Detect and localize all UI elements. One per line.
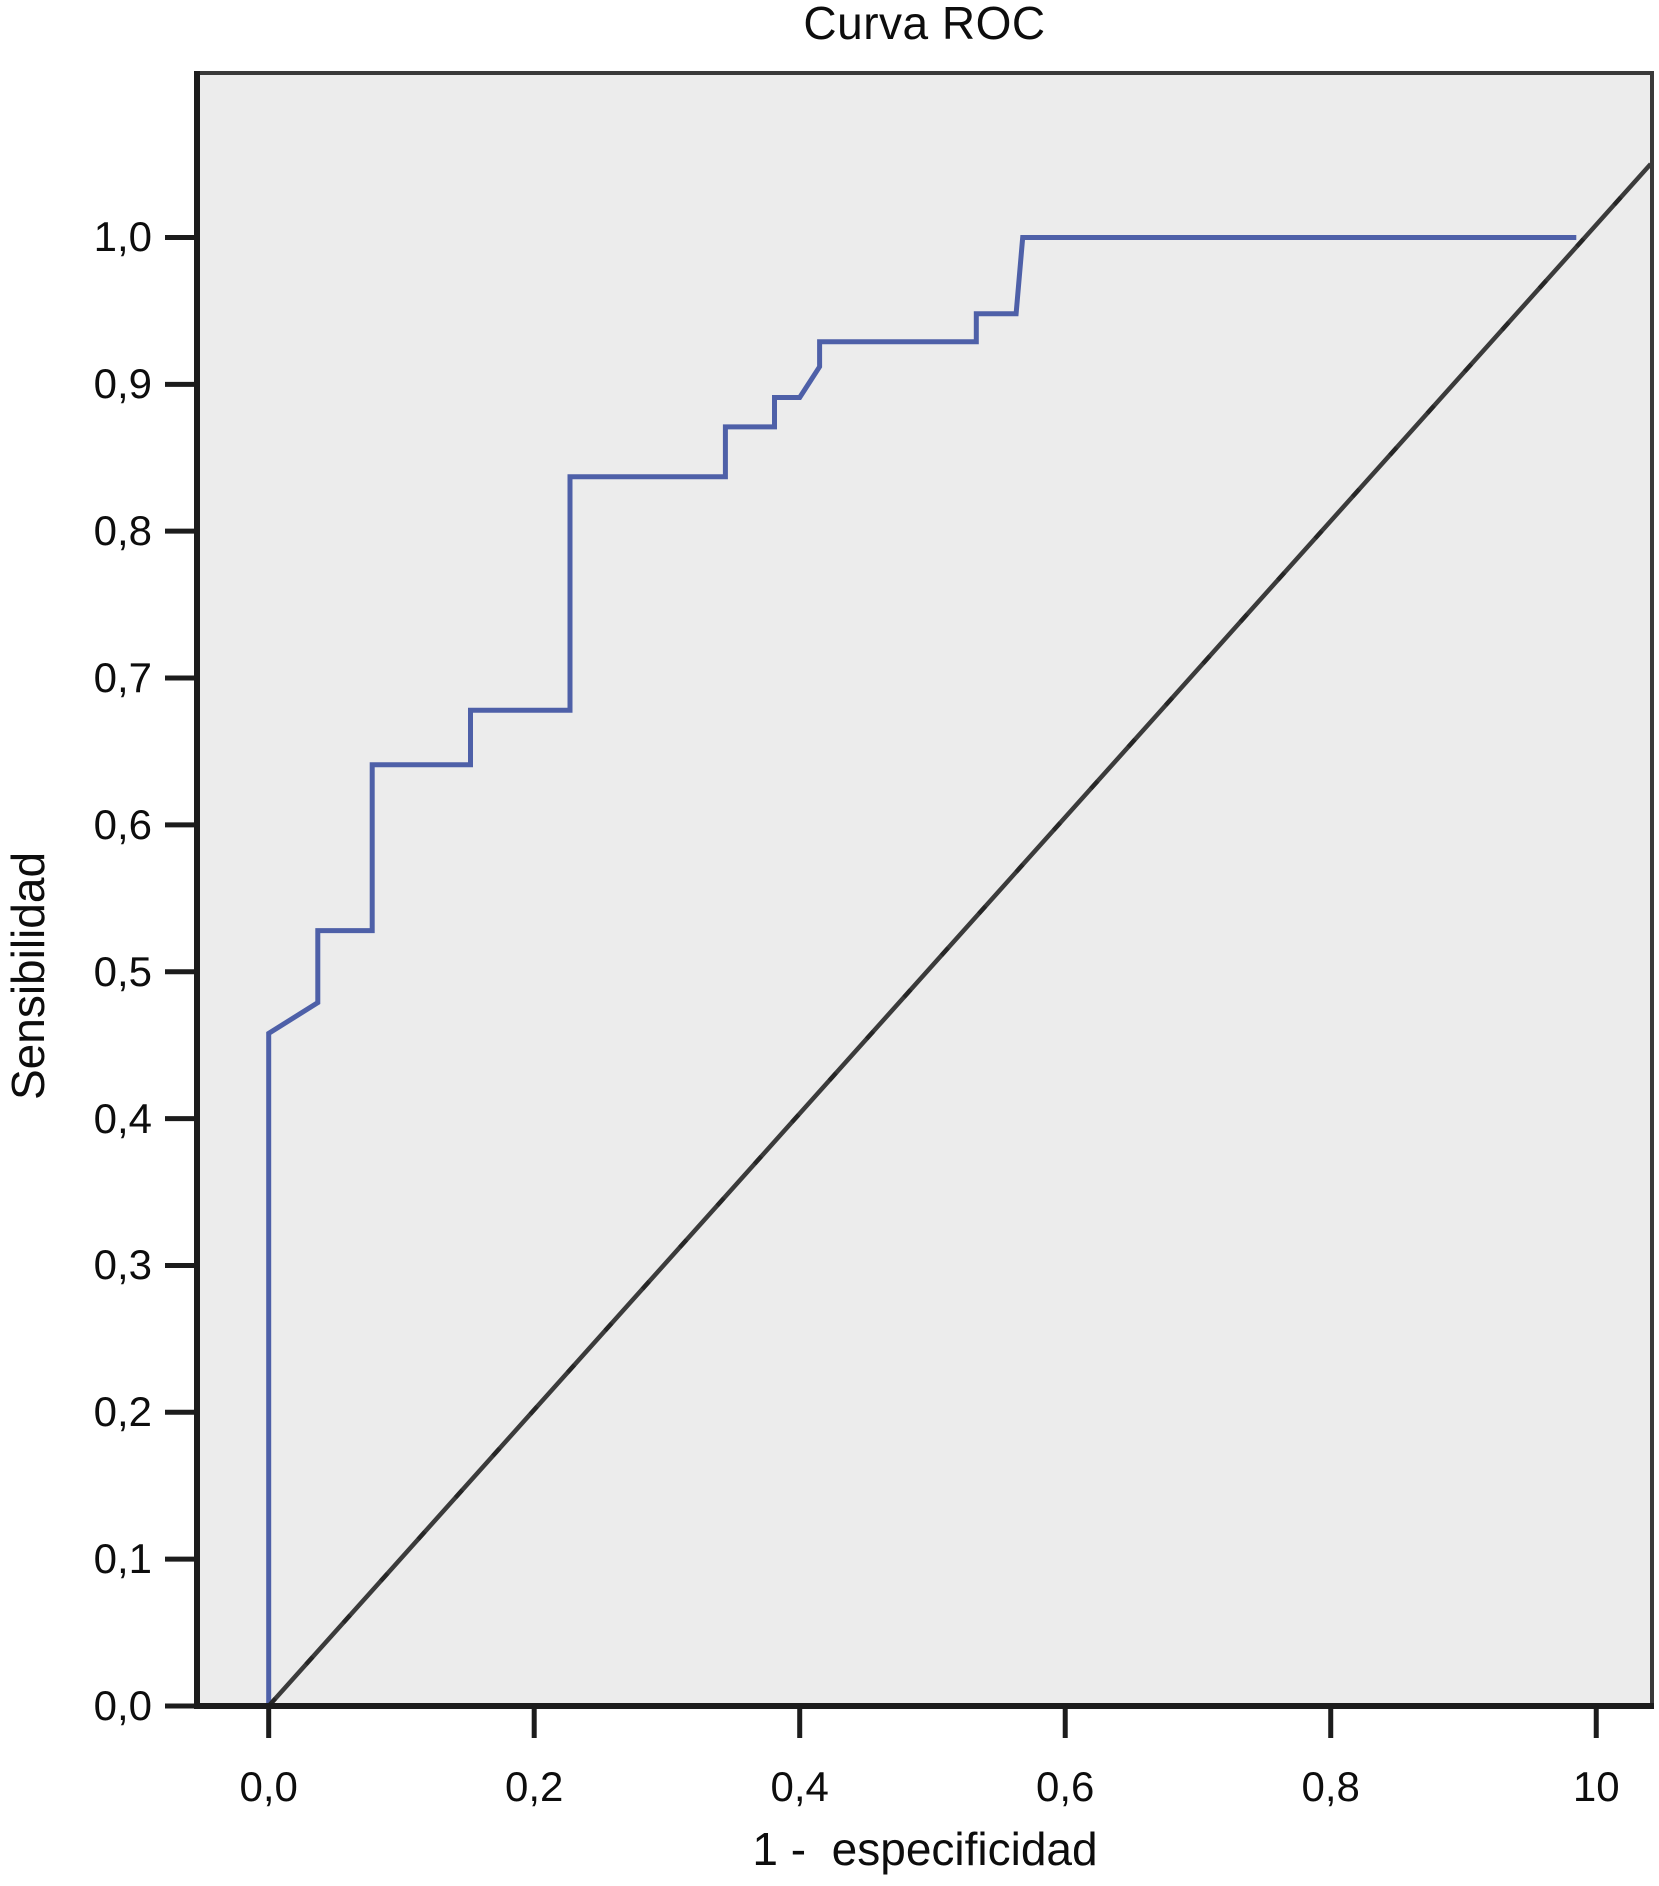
y-axis-title: Sensibilidad <box>2 851 54 1101</box>
chart-title: Curva ROC <box>803 0 1046 49</box>
plot-area <box>197 73 1652 1706</box>
x-axis-title: 1 - especificidad <box>752 1823 1098 1875</box>
reference-diagonal-dashes <box>267 162 1653 1708</box>
roc-curve-line <box>266 235 1577 1706</box>
